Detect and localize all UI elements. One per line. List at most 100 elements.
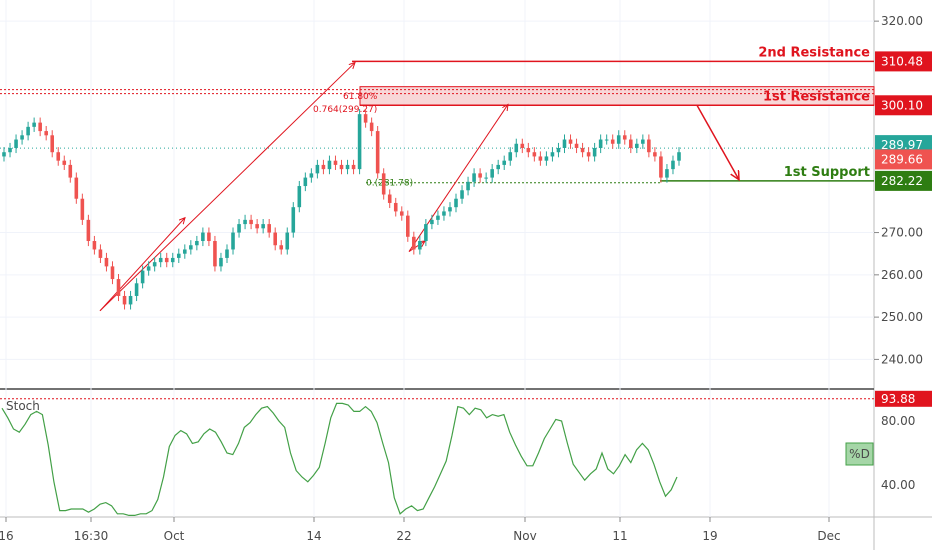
price-badge-text: 289.66 (881, 152, 923, 166)
candle-body (442, 211, 446, 216)
x-tick-label: 22 (396, 529, 411, 543)
candle-body (140, 270, 145, 284)
fib-label: 61.80% (343, 92, 378, 102)
candle-body (375, 131, 380, 174)
stoch-legend-badge (845, 442, 874, 466)
candle-body (164, 257, 169, 263)
axis-layer: 16 16:30 Oct 14 22 Nov 11 19 Dec 320.00 270.00 260.… (0, 14, 932, 543)
candle-body (237, 224, 241, 233)
level-badge (875, 51, 932, 72)
candle-body (635, 143, 639, 148)
overbought-badge-text: 93.88 (881, 392, 915, 406)
x-tick-label: Oct (164, 529, 185, 543)
candle-body (647, 139, 651, 153)
candle-body (357, 114, 362, 170)
projection-line (408, 241, 425, 252)
candle-body (261, 224, 265, 229)
candle-body (430, 219, 434, 225)
candle-body (412, 236, 416, 250)
candle-body (321, 164, 326, 170)
candle-body (225, 249, 229, 258)
candle-body (213, 241, 217, 267)
candle-body (538, 156, 543, 161)
candle-body (671, 160, 675, 170)
candle-body (424, 224, 428, 242)
candle-body (665, 169, 669, 178)
candle-body (201, 232, 205, 242)
fib-label: 0.764(299.27) (313, 105, 377, 115)
candle-body (291, 207, 296, 233)
x-tick-label: 16 (0, 529, 14, 543)
stoch-tick-label: 40.00 (881, 478, 915, 492)
candle-body (399, 211, 404, 216)
candle-body (116, 279, 121, 296)
candle-body (568, 139, 573, 144)
candle-body (387, 194, 392, 203)
candle-body (158, 257, 163, 263)
candle-body (14, 139, 18, 148)
candle-body (345, 164, 350, 170)
candle-body (110, 266, 115, 280)
candle-body (62, 160, 67, 165)
candle-body (616, 135, 621, 144)
candle-body (532, 152, 537, 157)
candle-body (586, 152, 591, 157)
candle-body (460, 190, 464, 199)
candle-body (580, 147, 585, 153)
candle-body (279, 245, 284, 250)
stoch-tick-label: 80.00 (881, 414, 915, 428)
candle-body (562, 139, 567, 148)
candle-body (80, 198, 85, 220)
y-tick-label: 250.00 (881, 310, 923, 324)
x-tick-label: Dec (817, 529, 840, 543)
y-tick-label: 240.00 (881, 352, 923, 366)
x-tick-label: 14 (306, 529, 321, 543)
candle-body (207, 232, 211, 242)
y-tick-label: 320.00 (881, 14, 923, 28)
x-tick-label: Nov (513, 529, 536, 543)
candle-body (56, 152, 61, 161)
candle-body (273, 232, 277, 246)
candle-body (677, 152, 681, 161)
x-tick-label: 16:30 (74, 529, 109, 543)
candle-body (327, 160, 332, 170)
candle-body (176, 253, 181, 258)
stoch-label: Stoch (6, 399, 40, 413)
candle-body (508, 152, 513, 161)
candle-body (44, 131, 48, 136)
candle-body (622, 135, 627, 140)
candle-body (659, 156, 663, 178)
candle-body (243, 219, 247, 225)
candle-body (448, 207, 452, 212)
candle-body (285, 232, 290, 250)
candle-body (315, 164, 320, 174)
level-badge (875, 95, 932, 116)
candle-body (183, 249, 187, 254)
candle-body (86, 219, 91, 242)
candle-body (496, 164, 500, 170)
candle-body (466, 181, 470, 191)
fib-label: 0.(281.78) (366, 179, 413, 189)
candle-body (104, 257, 109, 267)
candle-body (219, 257, 223, 267)
candle-body (598, 139, 603, 148)
price-badge-text: 289.97 (881, 138, 923, 152)
candle-body (484, 177, 488, 179)
candle-body (128, 295, 133, 305)
candle-body (393, 202, 398, 212)
x-tick-label: 11 (612, 529, 627, 543)
candle-body (406, 215, 410, 237)
projection-line (408, 104, 508, 252)
candle-body (556, 147, 561, 153)
level-badge-text: 310.48 (881, 54, 923, 68)
candle-body (255, 224, 259, 229)
candle-body (369, 122, 374, 132)
candle-body (610, 139, 615, 144)
y-tick-label: 270.00 (881, 226, 923, 240)
candle-body (170, 257, 175, 263)
candle-body (418, 241, 422, 250)
level-badge (875, 170, 932, 191)
candle-body (189, 245, 193, 250)
candle-body (628, 139, 633, 148)
candle-body (339, 164, 344, 170)
